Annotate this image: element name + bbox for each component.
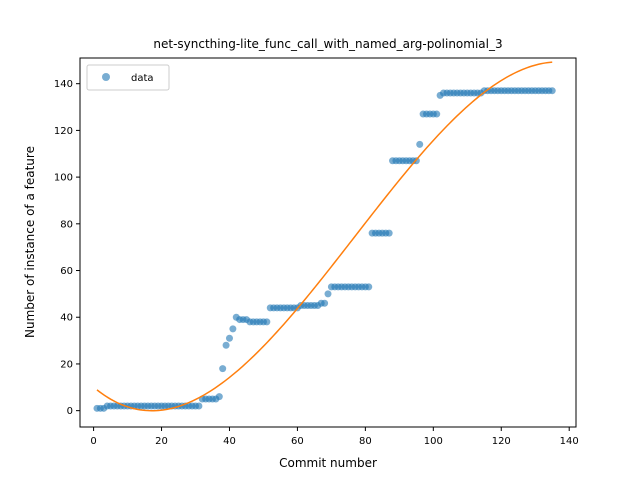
data-point [219, 365, 227, 373]
plot-area [79, 57, 577, 428]
axes-frame [79, 57, 577, 428]
x-tick-label: 0 [90, 436, 96, 447]
y-tick-label: 0 [67, 406, 73, 417]
data-point [222, 341, 230, 349]
y-axis-ticks: 0 20 40 60 80 100 120 140 [54, 79, 80, 417]
chart-title: net-syncthing-lite_func_call_with_named_… [153, 37, 502, 51]
data-point [263, 318, 271, 326]
y-tick-label: 80 [60, 219, 73, 230]
y-tick-label: 20 [60, 359, 73, 370]
x-tick-label: 120 [492, 436, 511, 447]
y-tick-label: 60 [60, 266, 73, 277]
data-point [225, 334, 233, 342]
data-point [321, 299, 329, 307]
x-tick-label: 80 [359, 436, 372, 447]
x-tick-label: 20 [155, 436, 168, 447]
x-axis-label: Commit number [279, 456, 377, 470]
legend-marker [102, 73, 110, 81]
legend-label: data [131, 73, 154, 84]
y-tick-label: 120 [54, 126, 73, 137]
legend-box [86, 64, 170, 91]
data-point [416, 140, 424, 148]
data-point [215, 393, 223, 401]
y-tick-label: 140 [54, 79, 73, 90]
data-point [324, 290, 332, 298]
data-marks [93, 87, 556, 412]
y-tick-label: 100 [54, 173, 73, 184]
x-tick-label: 140 [560, 436, 579, 447]
data-point [229, 325, 237, 333]
fit-line [96, 61, 553, 412]
data-point [385, 229, 393, 237]
x-tick-label: 100 [424, 436, 443, 447]
y-tick-label: 40 [60, 313, 73, 324]
x-tick-label: 40 [223, 436, 236, 447]
data-point [365, 283, 373, 291]
data-point [195, 402, 203, 410]
x-tick-label: 60 [291, 436, 304, 447]
x-axis-ticks: 0 20 40 60 80 100 120 140 [90, 427, 579, 447]
data-point [433, 110, 441, 118]
legend: data [86, 64, 170, 91]
y-axis-label: Number of instance of a feature [23, 146, 37, 338]
data-point [548, 87, 556, 95]
